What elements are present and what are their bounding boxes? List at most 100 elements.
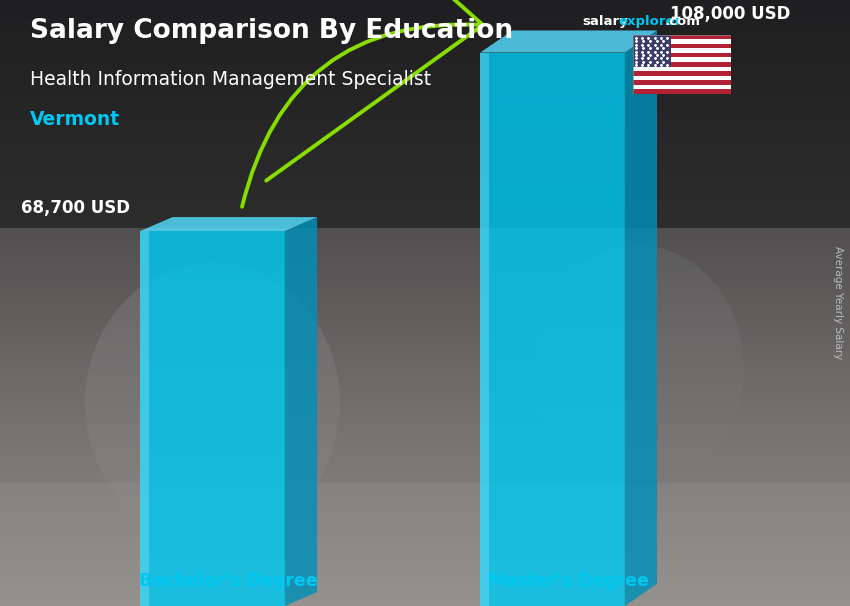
Polygon shape (625, 30, 657, 606)
Bar (0, 484, 850, 606)
Bar (0, 412, 850, 418)
Bar (633, 80, 731, 85)
Bar (0, 594, 850, 600)
Bar (0, 0, 850, 6)
Bar (0, 42, 850, 48)
Bar (0, 212, 850, 218)
Polygon shape (140, 217, 317, 231)
Bar (0, 400, 850, 406)
Bar (0, 521, 850, 527)
Bar (0, 164, 850, 170)
Bar (633, 44, 731, 48)
Polygon shape (480, 53, 489, 606)
Polygon shape (140, 231, 285, 606)
Bar (633, 71, 731, 76)
Bar (0, 0, 850, 228)
Bar (0, 473, 850, 479)
Bar (0, 242, 850, 248)
Bar (633, 85, 731, 89)
Bar (0, 30, 850, 36)
Bar (0, 127, 850, 133)
Text: Health Information Management Specialist: Health Information Management Specialist (30, 70, 431, 88)
Bar (0, 539, 850, 545)
Ellipse shape (85, 263, 340, 543)
Bar (0, 224, 850, 230)
Bar (0, 145, 850, 152)
Bar (0, 255, 850, 261)
Bar (0, 291, 850, 297)
Polygon shape (480, 53, 625, 606)
Bar (0, 170, 850, 176)
Bar (0, 418, 850, 424)
Bar (0, 364, 850, 370)
Bar (0, 85, 850, 91)
Bar (0, 454, 850, 461)
Bar (0, 200, 850, 206)
Bar (0, 218, 850, 224)
Bar (0, 461, 850, 467)
Bar (0, 315, 850, 321)
Bar (0, 497, 850, 503)
Bar (0, 79, 850, 85)
Bar (0, 388, 850, 394)
Bar (0, 339, 850, 345)
Bar (0, 18, 850, 24)
Bar (0, 267, 850, 273)
Bar (633, 89, 731, 94)
Bar (0, 430, 850, 436)
Bar (0, 139, 850, 145)
Text: Average Yearly Salary: Average Yearly Salary (833, 247, 843, 359)
Bar (0, 6, 850, 12)
Bar (633, 62, 731, 67)
Bar (0, 382, 850, 388)
Bar (633, 53, 731, 58)
Ellipse shape (531, 245, 744, 490)
Bar (0, 448, 850, 454)
Text: Bachelor's Degree: Bachelor's Degree (139, 573, 318, 590)
Text: Vermont: Vermont (30, 110, 120, 129)
Bar (0, 91, 850, 97)
Bar (0, 285, 850, 291)
Bar (0, 115, 850, 121)
Bar (633, 67, 731, 71)
Bar (0, 358, 850, 364)
Bar (0, 442, 850, 448)
Bar (0, 564, 850, 570)
Bar (0, 394, 850, 400)
Bar (0, 297, 850, 303)
Bar (0, 273, 850, 279)
Polygon shape (140, 231, 149, 606)
Bar (0, 467, 850, 473)
Bar (0, 230, 850, 236)
Bar (0, 261, 850, 267)
Bar (0, 588, 850, 594)
Bar (633, 58, 731, 62)
FancyArrowPatch shape (242, 0, 483, 207)
Bar (0, 206, 850, 212)
Bar (633, 39, 731, 44)
Bar (0, 558, 850, 564)
Bar (0, 576, 850, 582)
Bar (0, 376, 850, 382)
Bar (0, 121, 850, 127)
Bar (633, 35, 671, 67)
Text: salary: salary (582, 15, 628, 28)
Bar (0, 327, 850, 333)
Bar (0, 176, 850, 182)
Bar (0, 36, 850, 42)
Text: Salary Comparison By Education: Salary Comparison By Education (30, 18, 513, 44)
Bar (0, 545, 850, 551)
Bar (0, 333, 850, 339)
Bar (0, 133, 850, 139)
Bar (0, 97, 850, 103)
Bar (0, 55, 850, 61)
Bar (0, 158, 850, 164)
Text: 108,000 USD: 108,000 USD (670, 5, 791, 24)
Bar (0, 503, 850, 509)
Bar (0, 479, 850, 485)
Bar (0, 67, 850, 73)
Bar (0, 109, 850, 115)
Bar (0, 24, 850, 30)
Bar (0, 303, 850, 309)
Bar (0, 12, 850, 18)
